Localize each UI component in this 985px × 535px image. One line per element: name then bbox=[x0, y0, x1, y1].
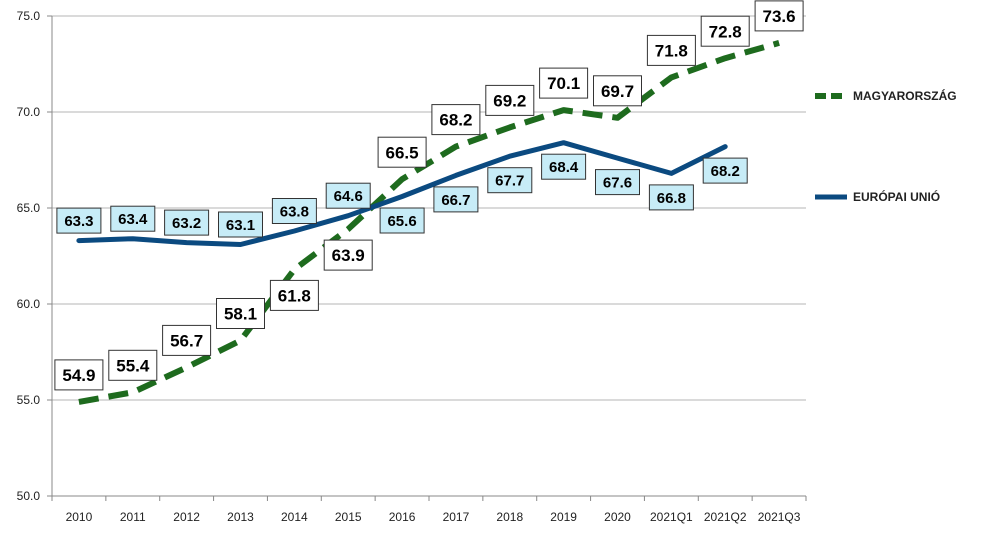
series-lines bbox=[76, 40, 780, 405]
data-label-magyarorszag: 61.8 bbox=[278, 287, 311, 306]
x-tick-label: 2014 bbox=[281, 510, 308, 524]
data-label-magyarorszag-box bbox=[431, 104, 481, 136]
data-label-magyarorszag: 55.4 bbox=[116, 356, 150, 375]
data-label-europai-unio: 63.8 bbox=[280, 203, 309, 220]
x-tick-label: 2020 bbox=[604, 510, 631, 524]
y-tick-label: 50.0 bbox=[17, 489, 41, 503]
x-tick-label: 2021Q1 bbox=[650, 510, 693, 524]
data-label-magyarorszag: 54.9 bbox=[62, 366, 95, 385]
data-label-europai-unio-box bbox=[379, 207, 425, 234]
x-tick-label: 2021Q2 bbox=[704, 510, 747, 524]
data-label-magyarorszag: 71.8 bbox=[655, 42, 688, 61]
data-label-europai-unio-box bbox=[541, 153, 587, 180]
y-tick-label: 70.0 bbox=[17, 105, 41, 119]
data-label-europai-unio-box bbox=[595, 169, 640, 196]
x-tick-label: 2011 bbox=[120, 510, 146, 524]
data-label-europai-unio-box bbox=[56, 207, 102, 234]
data-label-magyarorszag: 56.7 bbox=[170, 331, 203, 350]
data-label-europai-unio: 66.7 bbox=[441, 192, 470, 209]
data-label-magyarorszag: 66.5 bbox=[386, 143, 419, 162]
data-label-magyarorszag-box bbox=[593, 75, 642, 107]
x-tick-label: 2015 bbox=[335, 510, 362, 524]
data-label-magyarorszag-box bbox=[162, 324, 212, 356]
data-label-magyarorszag-box bbox=[700, 15, 750, 47]
data-label-magyarorszag-box bbox=[54, 359, 104, 391]
x-tick-label: 2010 bbox=[66, 510, 93, 524]
legend-label-europai-unio: EURÓPAI UNIÓ bbox=[853, 189, 940, 204]
series-line-magyarorszag bbox=[78, 40, 780, 405]
data-label-europai-unio-box bbox=[164, 209, 210, 236]
data-label-magyarorszag: 69.2 bbox=[493, 91, 526, 110]
data-label-magyarorszag-box bbox=[323, 239, 373, 271]
data-label-magyarorszag: 68.2 bbox=[439, 111, 472, 130]
data-label-magyarorszag-box bbox=[216, 298, 265, 329]
data-label-europai-unio: 63.1 bbox=[226, 217, 255, 234]
data-label-europai-unio: 64.6 bbox=[334, 188, 363, 205]
y-tick-label: 65.0 bbox=[17, 201, 41, 215]
gridlines bbox=[52, 15, 806, 401]
data-label-europai-unio-box bbox=[433, 186, 479, 213]
data-label-europai-unio-box bbox=[487, 167, 533, 194]
data-label-europai-unio-box bbox=[702, 157, 748, 184]
data-label-magyarorszag: 63.9 bbox=[332, 246, 365, 265]
series-line-europai-unio bbox=[76, 140, 728, 247]
data-label-magyarorszag: 70.1 bbox=[547, 74, 580, 93]
legend-label-magyarorszag: MAGYARORSZÁG bbox=[853, 88, 957, 103]
data-label-magyarorszag-box bbox=[539, 67, 589, 99]
data-label-europai-unio: 65.6 bbox=[387, 213, 416, 230]
data-label-magyarorszag: 72.8 bbox=[709, 22, 742, 41]
data-label-magyarorszag: 73.6 bbox=[763, 7, 796, 26]
data-label-magyarorszag-box bbox=[377, 136, 427, 168]
data-label-magyarorszag-box bbox=[269, 279, 319, 311]
data-label-europai-unio: 63.2 bbox=[172, 215, 201, 232]
data-label-magyarorszag: 69.7 bbox=[601, 82, 634, 101]
x-tick-label: 2019 bbox=[550, 510, 577, 524]
axes: 50.0 55.0 60.0 65.0 70.0 75.0 2010 2011 2012 2013… bbox=[17, 9, 807, 524]
x-tick-label: 2017 bbox=[443, 510, 470, 524]
data-label-europai-unio: 63.3 bbox=[64, 213, 93, 230]
data-label-magyarorszag-box bbox=[646, 34, 696, 66]
y-tick-label: 55.0 bbox=[17, 393, 41, 407]
data-label-europai-unio-box bbox=[218, 211, 263, 238]
x-tick-label: 2021Q3 bbox=[758, 510, 801, 524]
y-tick-label: 60.0 bbox=[17, 297, 41, 311]
data-label-europai-unio-box bbox=[325, 182, 371, 209]
data-label-europai-unio-box bbox=[110, 205, 156, 232]
data-labels: 54.9 55.4 56.7 58.1 61.8 63.9 66.5 68.2 69.2 70.1… bbox=[54, 0, 804, 391]
data-label-europai-unio: 68.4 bbox=[549, 159, 579, 176]
data-label-magyarorszag-box bbox=[108, 349, 158, 381]
y-tick-label: 75.0 bbox=[17, 9, 41, 23]
data-label-europai-unio: 66.8 bbox=[657, 190, 686, 207]
data-label-europai-unio: 67.7 bbox=[495, 173, 524, 190]
x-tick-label: 2013 bbox=[227, 510, 254, 524]
data-label-europai-unio: 68.2 bbox=[711, 163, 740, 180]
data-label-magyarorszag: 58.1 bbox=[224, 305, 257, 324]
data-label-europai-unio: 63.4 bbox=[118, 211, 148, 228]
data-label-magyarorszag-box bbox=[485, 84, 535, 116]
data-label-magyarorszag-box bbox=[754, 0, 804, 32]
data-label-europai-unio-box bbox=[271, 198, 317, 224]
data-label-europai-unio-box bbox=[648, 184, 694, 211]
x-tick-label: 2018 bbox=[496, 510, 523, 524]
x-tick-label: 2016 bbox=[389, 510, 416, 524]
data-label-europai-unio: 67.6 bbox=[603, 174, 632, 191]
x-tick-label: 2012 bbox=[173, 510, 200, 524]
legend: MAGYARORSZÁG EURÓPAI UNIÓ bbox=[815, 88, 957, 204]
